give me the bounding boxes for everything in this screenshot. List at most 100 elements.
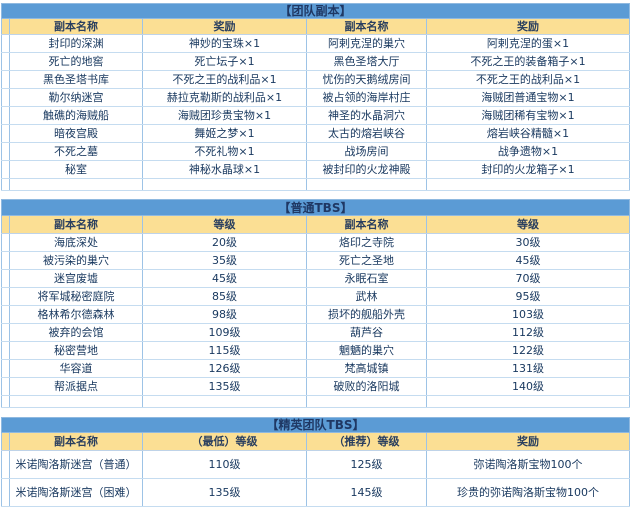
cell: 神妙的宝珠×1 xyxy=(142,34,307,53)
empty-cell xyxy=(306,178,427,191)
cell: 黑色圣塔书库 xyxy=(9,70,143,89)
table-row: 封印的深渊 神妙的宝珠×1 阿剌克涅的巢穴 阿剌克涅的蛋×1 xyxy=(1,34,630,53)
spacer-cell xyxy=(1,432,10,451)
cell: 140级 xyxy=(426,377,630,396)
spacer-cell xyxy=(1,160,10,179)
table-row: 被弃的会馆 109级 葫芦谷 112级 xyxy=(1,323,630,342)
cell: 熔岩峡谷精髓×1 xyxy=(425,124,630,143)
spacer-cell xyxy=(1,70,10,89)
cell: 海贼团珍贵宝物×1 xyxy=(142,106,307,125)
cell: 被占领的海岸村庄 xyxy=(306,88,427,107)
cell: 45级 xyxy=(142,269,307,288)
cell: 被弃的会馆 xyxy=(9,323,143,342)
spacer-cell xyxy=(1,359,10,378)
column-header: 副本名称 xyxy=(306,18,427,35)
spacer-cell xyxy=(1,323,10,342)
cell: 126级 xyxy=(142,359,307,378)
cell: 被污染的巢穴 xyxy=(9,251,143,270)
cell: 太古的熔岩峡谷 xyxy=(306,124,427,143)
table-row: 秘室 神秘水晶球×1 被封印的火龙神殿 封印的火龙箱子×1 xyxy=(1,160,630,179)
cell: 122级 xyxy=(426,341,630,360)
section-title-row: 【普通TBS】 xyxy=(1,199,630,216)
table-row: 迷宫废墟 45级 永眠石室 70级 xyxy=(1,269,630,288)
normal-tbs-table: 【普通TBS】 副本名称 等级 副本名称 等级 海底深处 20级 烙印之寺院 30级 被污染的巢… xyxy=(1,199,630,408)
column-header: 等级 xyxy=(426,215,630,234)
table-row: 触礁的海贼船 海贼团珍贵宝物×1 神圣的水晶洞穴 海贼团稀有宝物×1 xyxy=(1,106,630,125)
spacer-cell xyxy=(1,377,10,396)
cell: 30级 xyxy=(426,233,630,252)
table-row: 暗夜宫殿 舞姬之梦×1 太古的熔岩峡谷 熔岩峡谷精髓×1 xyxy=(1,124,630,143)
spacer-cell xyxy=(1,34,10,53)
header-row: 副本名称 （最低）等级 （推荐）等级 奖励 xyxy=(1,432,630,451)
spacer-cell xyxy=(1,215,10,234)
cell: 华容道 xyxy=(9,359,143,378)
cell: 海贼团稀有宝物×1 xyxy=(425,106,630,125)
header-row: 副本名称 奖励 副本名称 奖励 xyxy=(1,18,630,35)
cell: 烙印之寺院 xyxy=(306,233,427,252)
spacer-cell xyxy=(1,142,10,161)
empty-row xyxy=(1,178,630,191)
spacer-cell xyxy=(1,18,10,35)
cell: 145级 xyxy=(306,478,427,507)
table-row: 秘密营地 115级 魍魉的巢穴 122级 xyxy=(1,341,630,360)
team-dungeon-table: 【团队副本】 副本名称 奖励 副本名称 奖励 封印的深渊 神妙的宝珠×1 阿剌克涅的巢穴 阿剌… xyxy=(0,3,630,191)
section-title: 【普通TBS】 xyxy=(1,199,630,216)
cell: 战场房间 xyxy=(306,142,427,161)
cell: 95级 xyxy=(426,287,630,306)
cell: 125级 xyxy=(306,450,427,479)
empty-cell xyxy=(425,178,630,191)
table-row: 勒尔纳迷宫 赫拉克勒斯的战利品×1 被占领的海岸村庄 海贼团普通宝物×1 xyxy=(1,88,630,107)
spacer-cell xyxy=(1,124,10,143)
column-header: 副本名称 xyxy=(9,18,143,35)
cell: 魍魉的巢穴 xyxy=(306,341,427,360)
table-row: 格林希尔德森林 98级 损坏的舰船外壳 103级 xyxy=(1,305,630,324)
cell: 109级 xyxy=(142,323,307,342)
cell: 不死礼物×1 xyxy=(142,142,307,161)
section-title: 【团队副本】 xyxy=(0,3,630,19)
table-row: 将军城秘密庭院 85级 武林 95级 xyxy=(1,287,630,306)
column-header: 奖励 xyxy=(425,432,630,451)
spacer-cell xyxy=(1,269,10,288)
spacer-cell xyxy=(1,251,10,270)
section-gap xyxy=(1,191,629,199)
cell: 103级 xyxy=(426,305,630,324)
empty-cell xyxy=(426,395,630,408)
cell: 秘室 xyxy=(9,160,143,179)
table-row: 华容道 126级 梵高城镇 131级 xyxy=(1,359,630,378)
cell: 珍贵的弥诺陶洛斯宝物100个 xyxy=(425,478,630,507)
cell: 触礁的海贼船 xyxy=(9,106,143,125)
table-row: 死亡的地窖 死亡坛子×1 黑色圣塔大厅 不死之王的装备箱子×1 xyxy=(1,52,630,71)
elite-team-tbs-table: 【精英团队TBS】 副本名称 （最低）等级 （推荐）等级 奖励 米诺陶洛斯迷宫（普通） 1… xyxy=(0,417,630,507)
table-row: 被污染的巢穴 35级 死亡之圣地 45级 xyxy=(1,251,630,270)
cell: 110级 xyxy=(142,450,307,479)
column-header: （推荐）等级 xyxy=(306,432,427,451)
cell: 死亡坛子×1 xyxy=(142,52,307,71)
empty-cell xyxy=(142,178,307,191)
cell: 不死之墓 xyxy=(9,142,143,161)
cell: 死亡之圣地 xyxy=(306,251,427,270)
spacer-cell xyxy=(1,287,10,306)
cell: 暗夜宫殿 xyxy=(9,124,143,143)
cell: 破败的洛阳城 xyxy=(306,377,427,396)
column-header: 奖励 xyxy=(425,18,630,35)
cell: 葫芦谷 xyxy=(306,323,427,342)
cell: 损坏的舰船外壳 xyxy=(306,305,427,324)
column-header: 奖励 xyxy=(142,18,307,35)
cell: 阿剌克涅的蛋×1 xyxy=(425,34,630,53)
spacer-cell xyxy=(1,233,10,252)
cell: 赫拉克勒斯的战利品×1 xyxy=(142,88,307,107)
empty-row xyxy=(1,395,630,408)
empty-cell xyxy=(1,178,10,191)
empty-cell xyxy=(9,178,143,191)
cell: 梵高城镇 xyxy=(306,359,427,378)
cell: 阿剌克涅的巢穴 xyxy=(306,34,427,53)
spacer-cell xyxy=(1,106,10,125)
cell: 封印的火龙箱子×1 xyxy=(425,160,630,179)
cell: 封印的深渊 xyxy=(9,34,143,53)
cell: 70级 xyxy=(426,269,630,288)
cell: 神秘水晶球×1 xyxy=(142,160,307,179)
spacer-cell xyxy=(1,341,10,360)
cell: 135级 xyxy=(142,478,307,507)
section-title-row: 【精英团队TBS】 xyxy=(0,417,630,433)
